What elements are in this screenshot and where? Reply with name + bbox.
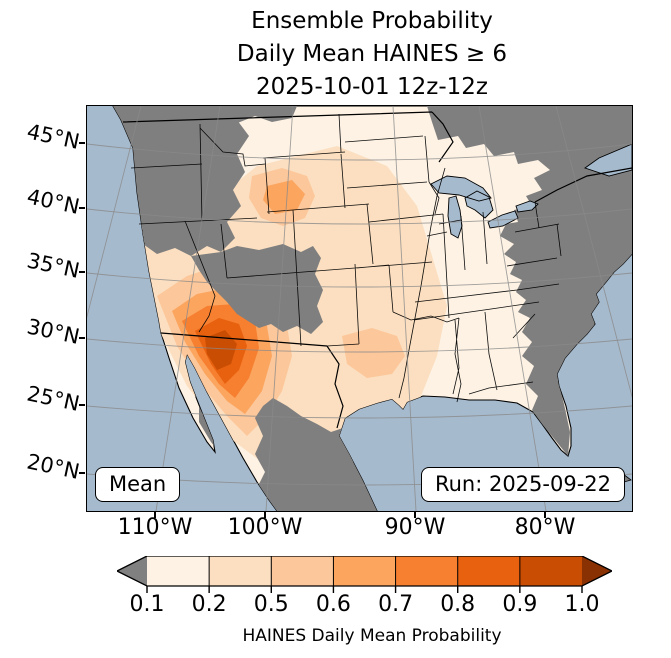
y-axis-tick xyxy=(79,271,85,273)
colorbar-tick-0.1: 0.1 xyxy=(129,592,165,617)
lat-label-20n: 20°N xyxy=(24,449,82,484)
colorbar xyxy=(115,555,614,594)
probability-region-0.9-1.0 xyxy=(205,330,237,370)
latitude-gridlines xyxy=(87,143,632,486)
colorbar-segment-2 xyxy=(209,556,272,586)
y-axis-tick xyxy=(79,207,85,209)
national-borders xyxy=(122,111,632,429)
title-line-2: Daily Mean HAINES ≥ 6 xyxy=(236,41,508,67)
below-threshold-gray-region xyxy=(113,106,632,511)
colorbar-under-arrow xyxy=(117,556,147,586)
figure-title: Ensemble Probability Daily Mean HAINES ≥… xyxy=(88,5,656,104)
colorbar-segment-3 xyxy=(271,556,334,586)
y-axis-tick xyxy=(79,472,85,474)
y-axis-tick xyxy=(79,337,85,339)
colorbar-tick-0.8: 0.8 xyxy=(440,592,476,617)
x-axis-tick xyxy=(544,512,546,518)
colorbar-over-arrow xyxy=(582,556,612,586)
lat-label-40n: 40°N xyxy=(24,184,82,219)
x-axis-tick xyxy=(264,512,266,518)
colorbar-ticks xyxy=(146,586,583,593)
colorbar-label: HAINES Daily Mean Probability xyxy=(242,626,502,646)
x-axis-tick xyxy=(414,512,416,518)
x-axis-tick xyxy=(154,512,156,518)
lat-label-25n: 25°N xyxy=(24,381,82,416)
map-canvas xyxy=(87,106,632,511)
y-axis-tick xyxy=(79,142,85,144)
colorbar-tick-0.2: 0.2 xyxy=(191,592,227,617)
title-line-1: Ensemble Probability xyxy=(251,8,493,34)
lat-label-45n: 45°N xyxy=(24,119,82,154)
mean-annotation-box: Mean xyxy=(95,467,181,502)
map-frame: Mean Run: 2025-09-22 xyxy=(86,105,633,512)
colorbar-segment-1 xyxy=(147,556,210,586)
longitude-gridlines xyxy=(87,106,632,511)
colorbar-segment-5 xyxy=(395,556,458,586)
lon-label-100w: 100°W xyxy=(227,515,303,540)
great-lakes xyxy=(430,175,539,239)
colorbar-canvas xyxy=(115,555,614,593)
colorbar-tick-0.7: 0.7 xyxy=(378,592,414,617)
colorbar-tick-0.6: 0.6 xyxy=(315,592,351,617)
lat-label-35n: 35°N xyxy=(24,248,82,283)
lon-label-110w: 110°W xyxy=(117,515,193,540)
y-axis-tick xyxy=(79,404,85,406)
title-line-3: 2025-10-01 12z-12z xyxy=(256,74,488,100)
gulf-of-st-lawrence xyxy=(584,143,632,177)
colorbar-segment-dividers xyxy=(208,556,521,586)
mean-annotation-text: Mean xyxy=(109,472,167,496)
colorbar-tick-0.9: 0.9 xyxy=(502,592,538,617)
lon-label-80w: 80°W xyxy=(514,515,576,540)
lon-label-90w: 90°W xyxy=(384,515,446,540)
run-annotation-text: Run: 2025-09-22 xyxy=(434,472,611,496)
colorbar-segment-7 xyxy=(519,556,583,586)
colorbar-segment-4 xyxy=(333,556,396,586)
lat-label-30n: 30°N xyxy=(24,314,82,349)
colorbar-segment-6 xyxy=(457,556,521,586)
colorbar-tick-0.5: 0.5 xyxy=(253,592,289,617)
colorbar-tick-1.0: 1.0 xyxy=(564,592,600,617)
run-annotation-box: Run: 2025-09-22 xyxy=(420,467,625,502)
